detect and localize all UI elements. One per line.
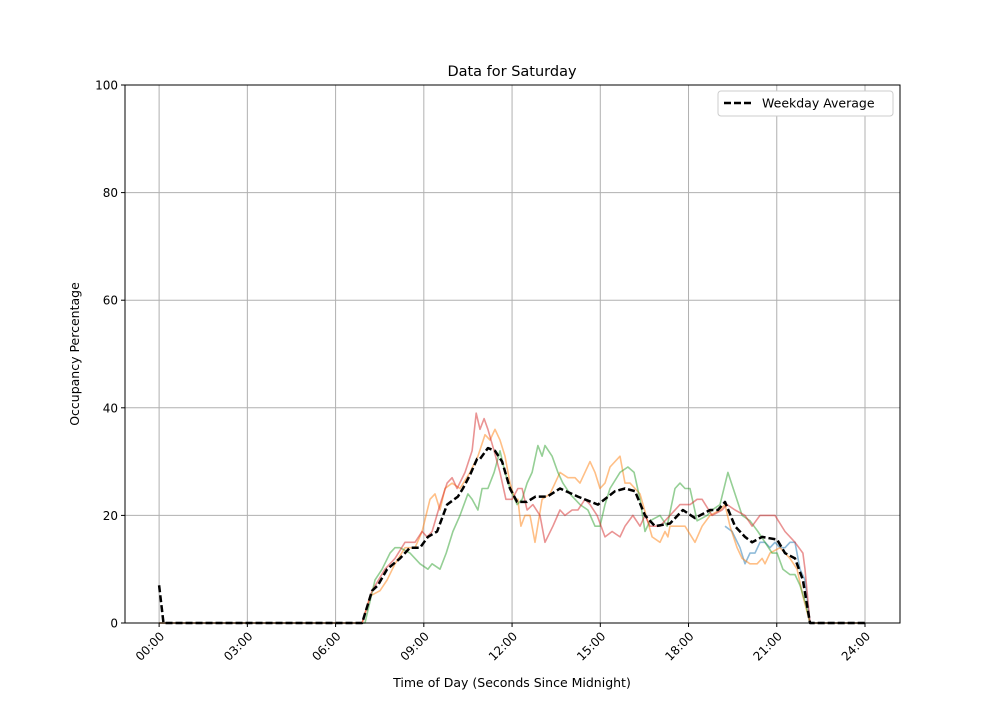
- chart-title: Data for Saturday: [447, 64, 577, 80]
- series-line-1: [724, 525, 865, 624]
- y-tick-label: 20: [103, 509, 118, 523]
- x-tick-label: 03:00: [221, 629, 255, 663]
- x-tick-label: 06:00: [309, 629, 343, 663]
- x-tick-label: 24:00: [839, 629, 873, 663]
- y-axis-label: Occupancy Percentage: [67, 282, 82, 426]
- series-line-weekday-average: [157, 446, 865, 625]
- x-tick-label: 12:00: [486, 629, 520, 663]
- y-tick-label: 80: [103, 186, 118, 200]
- legend-label-weekday-average: Weekday Average: [762, 96, 875, 111]
- y-tick-label: 0: [110, 617, 118, 631]
- x-tick-label: 15:00: [574, 629, 608, 663]
- x-tick-label: 21:00: [751, 629, 785, 663]
- x-axis-label: Time of Day (Seconds Since Midnight): [392, 675, 631, 690]
- series-line-4: [159, 412, 865, 624]
- y-tick-label: 100: [95, 79, 118, 93]
- x-tick-label: 09:00: [398, 629, 432, 663]
- x-tick-label: 00:00: [133, 629, 167, 663]
- legend-box: [717, 90, 894, 117]
- series-line-3: [159, 444, 865, 624]
- y-tick-label: 40: [103, 401, 118, 415]
- grid: [125, 84, 900, 624]
- ticks: 00:00 03:00 06:00 09:00 12:00 15:00 18:00 21:00…: [95, 79, 873, 664]
- legend: Weekday Average: [717, 90, 894, 117]
- series-line-2: [159, 428, 865, 624]
- x-tick-label: 18:00: [662, 629, 696, 663]
- series-group: [157, 412, 865, 625]
- y-tick-label: 60: [103, 294, 118, 308]
